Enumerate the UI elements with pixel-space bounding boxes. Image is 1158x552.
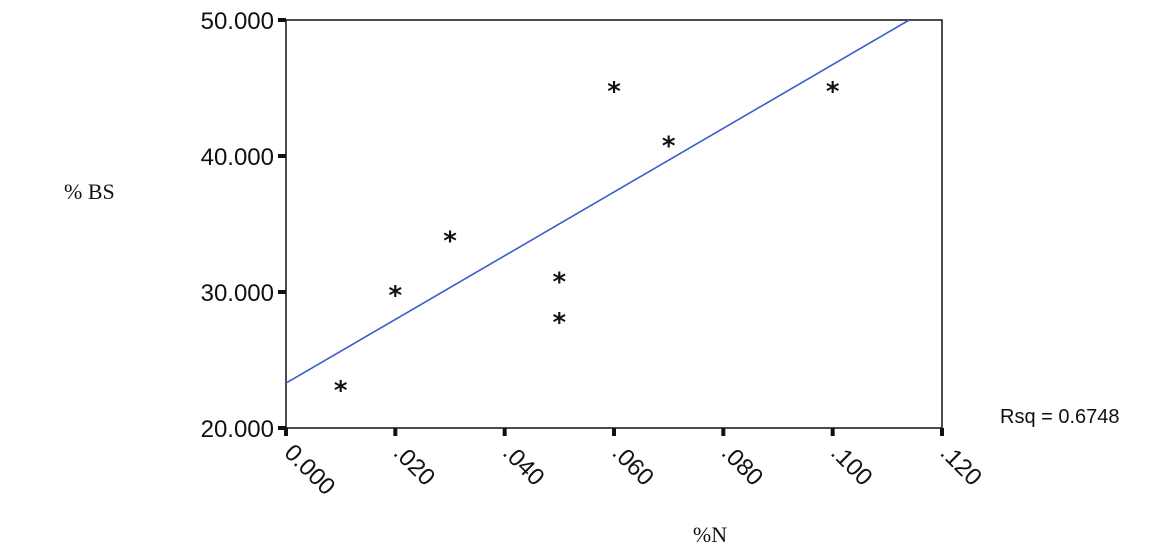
data-point: *: [334, 376, 348, 406]
x-tick-label: .040: [497, 439, 549, 491]
x-tick-label: .080: [716, 439, 768, 491]
x-tick-label: 0.000: [279, 439, 341, 501]
data-points: * * * * * * * *: [334, 77, 840, 406]
rsq-annotation: Rsq = 0.6748: [1000, 406, 1120, 428]
x-axis: 0.000 .020 .040 .060 .080 .100 .120: [279, 428, 987, 501]
x-tick-label: .120: [935, 439, 987, 491]
data-point: *: [826, 77, 840, 107]
y-tick-label: 30.000: [201, 280, 274, 307]
data-point: *: [662, 131, 676, 161]
x-tick-label: .060: [607, 439, 659, 491]
data-point: *: [553, 308, 567, 338]
y-axis: 20.000 30.000 40.000 50.000: [201, 8, 286, 443]
y-tick-label: 40.000: [201, 144, 274, 171]
data-point: *: [389, 281, 403, 311]
data-point: *: [553, 267, 567, 297]
x-tick-label: .020: [388, 439, 440, 491]
data-point: *: [443, 227, 457, 257]
y-tick-label: 50.000: [201, 8, 274, 35]
x-tick-label: .100: [825, 439, 877, 491]
regression-line: [285, 19, 910, 384]
data-point: *: [607, 77, 621, 107]
y-axis-label: % BS: [64, 179, 115, 204]
y-tick-label: 20.000: [201, 416, 274, 443]
x-axis-label: %N: [693, 522, 727, 547]
